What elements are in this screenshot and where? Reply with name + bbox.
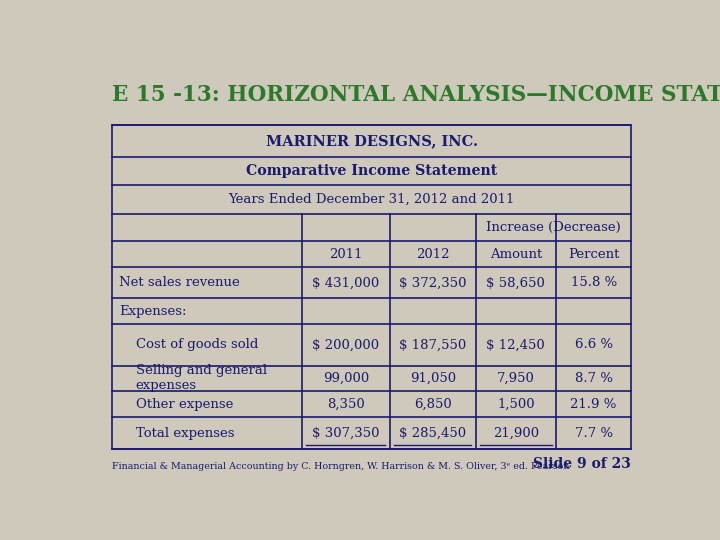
Text: Slide 9 of 23: Slide 9 of 23 [534, 457, 631, 471]
Text: $ 372,350: $ 372,350 [399, 276, 467, 289]
Text: Cost of goods sold: Cost of goods sold [136, 338, 258, 352]
Text: Comparative Income Statement: Comparative Income Statement [246, 164, 498, 178]
Text: Expenses:: Expenses: [119, 305, 186, 318]
Text: 2012: 2012 [416, 247, 449, 260]
Text: 99,000: 99,000 [323, 372, 369, 385]
Text: Years Ended December 31, 2012 and 2011: Years Ended December 31, 2012 and 2011 [229, 193, 515, 206]
Text: E 15 -13: HORIZONTAL ANALYSIS—INCOME STATEMENT: E 15 -13: HORIZONTAL ANALYSIS—INCOME STA… [112, 84, 720, 105]
Text: $ 200,000: $ 200,000 [312, 338, 379, 352]
Text: 21.9 %: 21.9 % [570, 397, 617, 410]
Text: Total expenses: Total expenses [136, 427, 234, 440]
Text: Selling and general
expenses: Selling and general expenses [136, 364, 267, 393]
Text: Net sales revenue: Net sales revenue [119, 276, 240, 289]
Text: $ 12,450: $ 12,450 [487, 338, 545, 352]
Text: 15.8 %: 15.8 % [570, 276, 617, 289]
Text: Other expense: Other expense [136, 397, 233, 410]
Text: $ 58,650: $ 58,650 [486, 276, 545, 289]
Text: 7.7 %: 7.7 % [575, 427, 613, 440]
Text: $ 431,000: $ 431,000 [312, 276, 379, 289]
Text: 8,350: 8,350 [327, 397, 365, 410]
Text: $ 187,550: $ 187,550 [399, 338, 467, 352]
Text: 8.7 %: 8.7 % [575, 372, 613, 385]
Text: 1,500: 1,500 [497, 397, 535, 410]
Text: $ 285,450: $ 285,450 [399, 427, 467, 440]
Text: 6.6 %: 6.6 % [575, 338, 613, 352]
Text: 21,900: 21,900 [492, 427, 539, 440]
Text: 7,950: 7,950 [497, 372, 535, 385]
Text: MARINER DESIGNS, INC.: MARINER DESIGNS, INC. [266, 134, 478, 148]
Text: 91,050: 91,050 [410, 372, 456, 385]
Text: Increase (Decrease): Increase (Decrease) [486, 221, 621, 234]
Text: 2011: 2011 [329, 247, 363, 260]
Text: Financial & Managerial Accounting by C. Horngren, W. Harrison & M. S. Oliver, 3ᵉ: Financial & Managerial Accounting by C. … [112, 462, 570, 471]
Text: $ 307,350: $ 307,350 [312, 427, 379, 440]
Text: 6,850: 6,850 [414, 397, 451, 410]
Text: Amount: Amount [490, 247, 542, 260]
Text: Percent: Percent [568, 247, 619, 260]
